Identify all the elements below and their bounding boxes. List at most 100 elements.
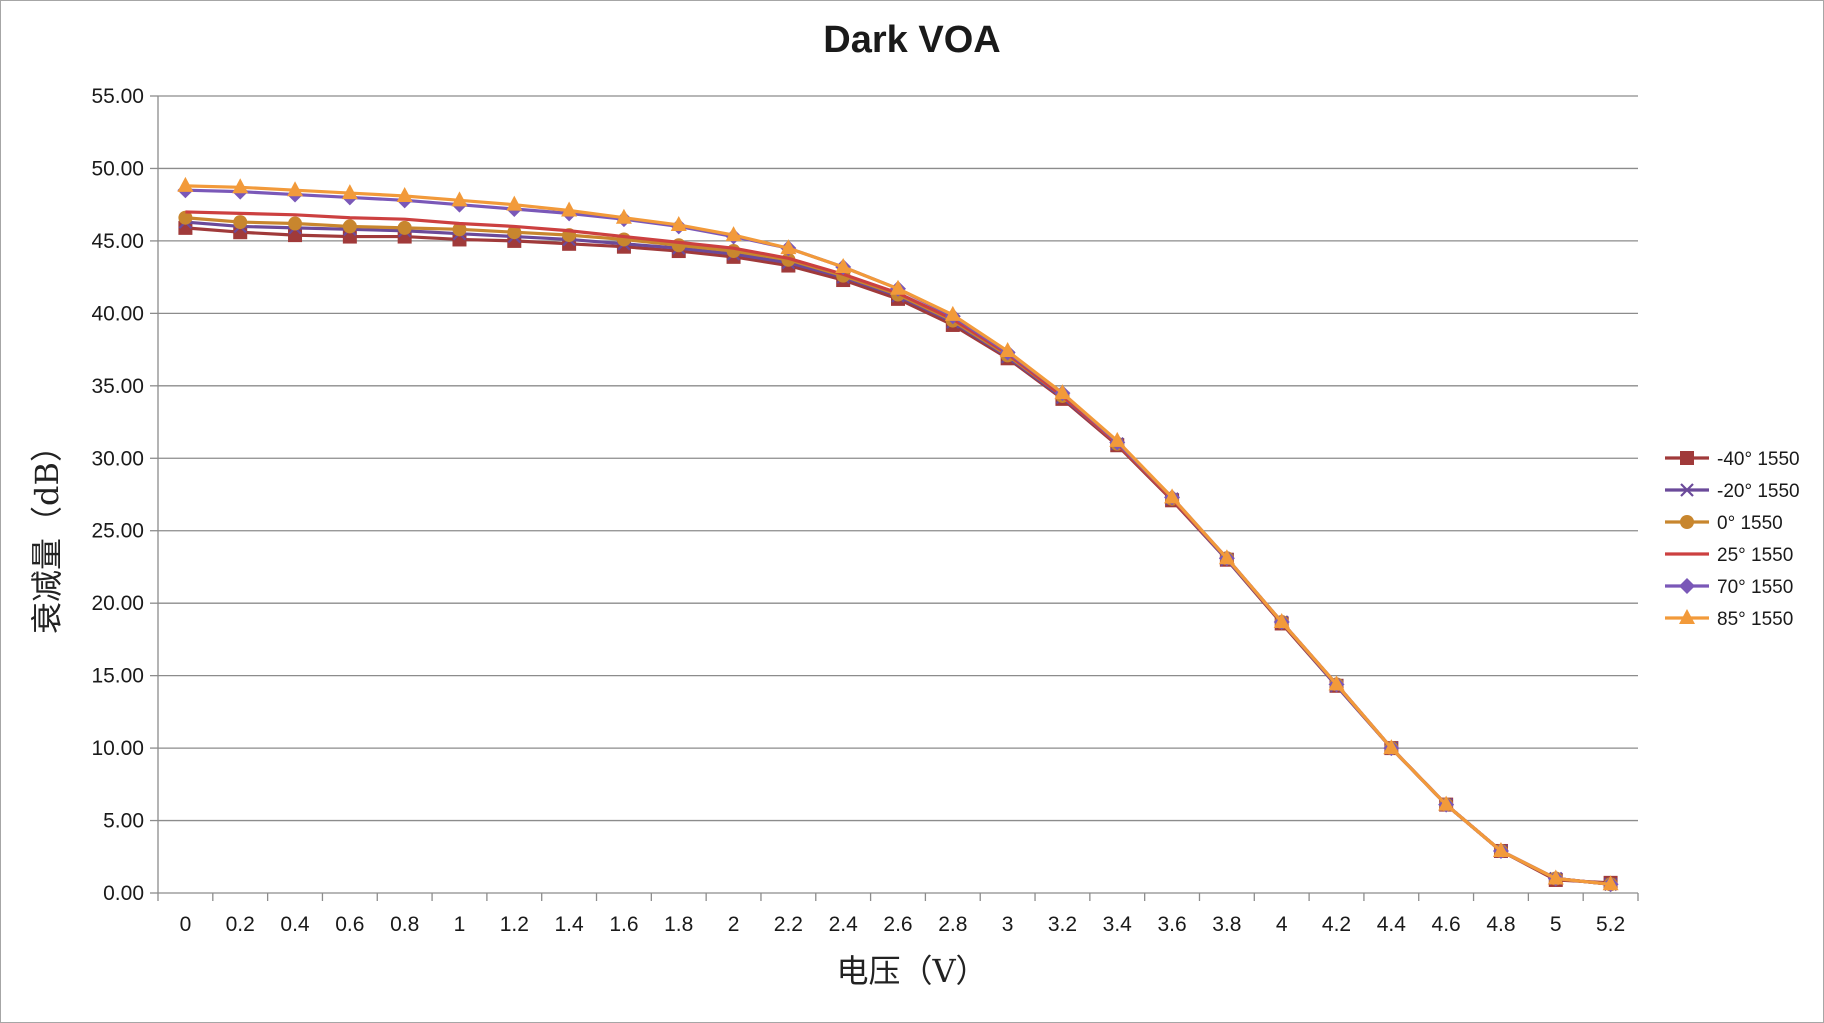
x-tick-label: 1.4 — [555, 913, 585, 936]
data-point — [232, 178, 249, 194]
x-tick-label: 4 — [1276, 913, 1288, 936]
legend-swatch-marker — [1680, 483, 1694, 497]
x-tick-label: 1 — [454, 913, 466, 936]
data-point — [890, 279, 906, 295]
series-layer — [177, 176, 1619, 893]
x-tick-label: 3.4 — [1103, 913, 1133, 936]
y-tick-label: 0.00 — [103, 882, 144, 905]
x-tick-label: 0.6 — [335, 913, 364, 936]
legend-item: 0° 1550 — [1665, 513, 1783, 534]
legend-label: -40° 1550 — [1717, 449, 1800, 470]
series-5 — [177, 176, 1619, 891]
data-point — [1492, 841, 1509, 857]
legend-swatch-marker — [1680, 451, 1694, 465]
x-tick-label: 3.6 — [1157, 913, 1186, 936]
data-point — [506, 195, 523, 211]
y-tick-label: 30.00 — [91, 447, 144, 470]
legend-item: -20° 1550 — [1665, 481, 1800, 502]
chart-title: Dark VOA — [823, 19, 1000, 61]
series-line — [185, 226, 1611, 885]
x-tick-label: 1.8 — [664, 913, 693, 936]
x-tick-label: 0.4 — [280, 913, 310, 936]
y-tick-label: 35.00 — [91, 375, 144, 398]
x-tick-label: 2.2 — [774, 913, 803, 936]
y-tick-label: 45.00 — [91, 230, 144, 253]
x-tick-label: 0 — [180, 913, 192, 936]
y-tick-label: 55.00 — [91, 85, 144, 108]
data-point — [287, 181, 304, 197]
y-tick-label: 20.00 — [91, 592, 144, 615]
legend-item: 25° 1550 — [1665, 545, 1793, 566]
data-point — [1547, 869, 1564, 885]
x-tick-label: 4.8 — [1486, 913, 1515, 936]
data-point — [288, 228, 303, 243]
data-point — [835, 257, 852, 273]
data-point — [1438, 795, 1455, 811]
x-axis-label: 电压（V） — [836, 952, 987, 990]
x-tick-label: 4.6 — [1432, 913, 1461, 936]
data-point — [178, 210, 193, 225]
x-tick-label: 3.2 — [1048, 913, 1077, 936]
axes: 0.00 5.00 10.00 15.00 20.00 25.00 30.00 35.00 4 0… — [91, 85, 1639, 936]
x-tick-label: 2 — [728, 913, 740, 936]
legend-label: -20° 1550 — [1717, 481, 1800, 502]
data-point — [1328, 675, 1345, 691]
data-point — [177, 176, 194, 192]
legend-item: -40° 1550 — [1665, 449, 1800, 470]
data-point — [1164, 488, 1181, 504]
legend-label: 70° 1550 — [1717, 577, 1793, 598]
legend-swatch-marker — [1679, 578, 1695, 594]
data-point — [397, 220, 412, 235]
data-point — [1109, 431, 1126, 447]
data-point — [342, 219, 357, 234]
data-point — [452, 222, 467, 237]
data-point — [1054, 384, 1071, 400]
x-tick-label: 3 — [1002, 913, 1014, 936]
legend-label: 25° 1550 — [1717, 545, 1793, 566]
y-axis-label: 衰减量（dB） — [28, 430, 66, 634]
y-tick-label: 10.00 — [91, 737, 144, 760]
x-tick-label: 2.6 — [883, 913, 912, 936]
data-point — [341, 184, 358, 200]
gridlines — [158, 95, 1638, 822]
data-point — [561, 201, 578, 217]
data-point — [780, 239, 797, 255]
y-tick-label: 50.00 — [91, 157, 144, 180]
data-point — [507, 225, 522, 240]
data-point — [451, 191, 468, 207]
series-line — [185, 220, 1611, 886]
legend-item: 85° 1550 — [1665, 609, 1793, 630]
legend-swatch-marker — [1679, 609, 1695, 624]
data-point — [1218, 549, 1235, 565]
data-point — [1383, 739, 1400, 755]
data-point — [670, 215, 687, 231]
x-tick-label: 1.2 — [500, 913, 529, 936]
y-tick-label: 15.00 — [91, 665, 144, 688]
y-tick-label: 25.00 — [91, 520, 144, 543]
data-point — [233, 215, 248, 230]
x-tick-label: 5.2 — [1596, 913, 1625, 936]
legend-item: 70° 1550 — [1665, 577, 1793, 598]
series-1 — [178, 215, 1618, 892]
data-point — [1602, 875, 1619, 891]
legend-label: 0° 1550 — [1717, 513, 1783, 534]
x-tick-label: 4.2 — [1322, 913, 1351, 936]
data-point — [615, 208, 632, 224]
series-0 — [178, 220, 1618, 890]
y-tick-label: 5.00 — [103, 810, 144, 833]
x-tick-label: 3.8 — [1212, 913, 1241, 936]
x-tick-label: 4.4 — [1377, 913, 1407, 936]
x-tick-label: 0.2 — [226, 913, 255, 936]
x-tick-label: 5 — [1550, 913, 1562, 936]
data-point — [944, 305, 961, 321]
data-point — [396, 186, 413, 202]
marker-x-stroke — [1680, 483, 1694, 497]
x-tick-label: 0.8 — [390, 913, 419, 936]
legend: -40° 1550 -20° 1550 0° 1550 25° 1550 70° 155… — [1665, 449, 1800, 630]
x-tick-label: 2.4 — [829, 913, 859, 936]
x-tick-label: 2.8 — [938, 913, 967, 936]
series-line — [185, 216, 1611, 886]
legend-swatch-marker — [1680, 515, 1694, 529]
